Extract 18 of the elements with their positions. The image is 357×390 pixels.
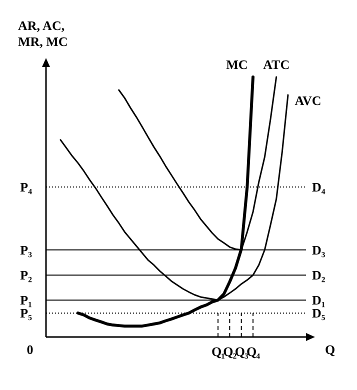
text: P₁ [20, 292, 32, 308]
series-label: AVC [294, 92, 322, 108]
ref-line-label: D₂ [312, 268, 326, 283]
x-axis-title: Q [324, 342, 336, 357]
ref-line-label: D₃ [312, 242, 326, 258]
ref-line-label: D₁ [312, 292, 326, 308]
text: 0 [26, 342, 34, 357]
text: P₄ [20, 180, 32, 195]
ref-line-label: D₄ [312, 180, 326, 195]
series-label: MC [226, 57, 248, 72]
text: P₂ [20, 268, 32, 283]
x-tick-label: Q₂ [223, 344, 237, 360]
x-tick-label: Q₃ [234, 344, 248, 360]
y-axis-title: AR, AC, MR, MC [18, 18, 68, 49]
x-tick-label: Q₄ [246, 344, 260, 360]
series-label: ATC [263, 57, 290, 72]
x-tick-label: Q₁ [212, 344, 226, 360]
text: P₃ [20, 242, 32, 258]
